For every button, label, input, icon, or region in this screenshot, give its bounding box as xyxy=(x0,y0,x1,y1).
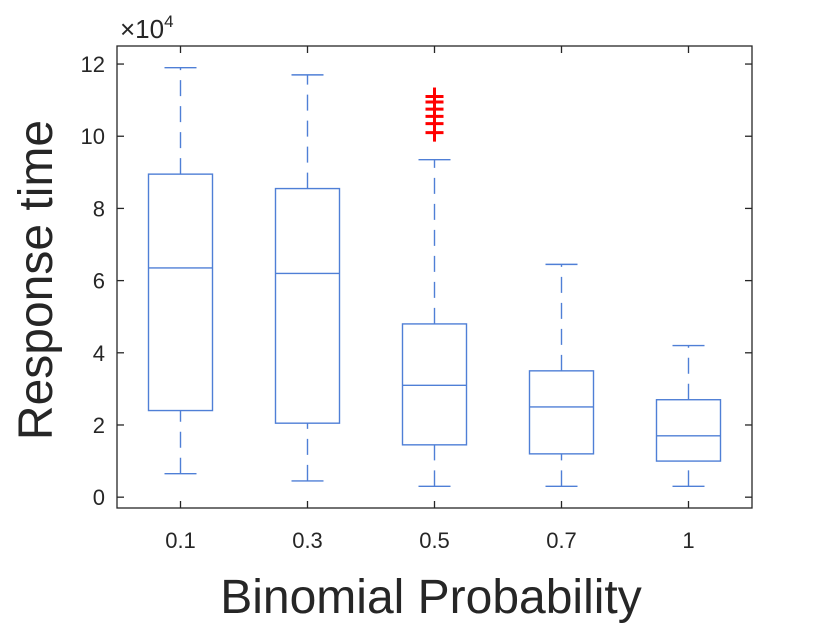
iqr-box xyxy=(274,187,341,424)
box-group-0.5 xyxy=(401,87,468,488)
x-tick-label: 0.1 xyxy=(165,528,196,553)
x-axis-title: Binomial Probability xyxy=(220,571,642,624)
box-group-0.7 xyxy=(528,263,595,488)
x-tick-label: 1 xyxy=(682,528,694,553)
ticks-layer: 0 2 4 6 8 10 12 0.1 0.3 0.5 0.7 1 xyxy=(81,46,752,553)
x-tick-label: 0.5 xyxy=(419,528,450,553)
outlier-marker xyxy=(425,87,444,106)
y-tick-label: 4 xyxy=(93,341,105,366)
iqr-box xyxy=(401,323,468,446)
y-exponent-power: 4 xyxy=(164,12,173,31)
x-tick-label: 0.7 xyxy=(546,528,577,553)
boxes-layer xyxy=(147,66,722,488)
y-tick-label: 12 xyxy=(81,52,105,77)
y-tick-label: 10 xyxy=(81,124,105,149)
x-tick-label: 0.3 xyxy=(292,528,323,553)
y-tick-label: 6 xyxy=(93,269,105,294)
y-exponent-label: ×104 xyxy=(120,12,174,44)
iqr-box xyxy=(528,370,595,455)
box-group-0.1 xyxy=(147,66,214,475)
box-group-0.3 xyxy=(274,74,341,482)
y-tick-label: 8 xyxy=(93,196,105,221)
iqr-box xyxy=(655,399,722,462)
y-tick-label: 0 xyxy=(93,485,105,510)
iqr-box xyxy=(147,173,214,412)
box-group-1 xyxy=(655,344,722,488)
y-tick-label: 2 xyxy=(93,413,105,438)
y-axis-title: Response time xyxy=(10,120,63,440)
